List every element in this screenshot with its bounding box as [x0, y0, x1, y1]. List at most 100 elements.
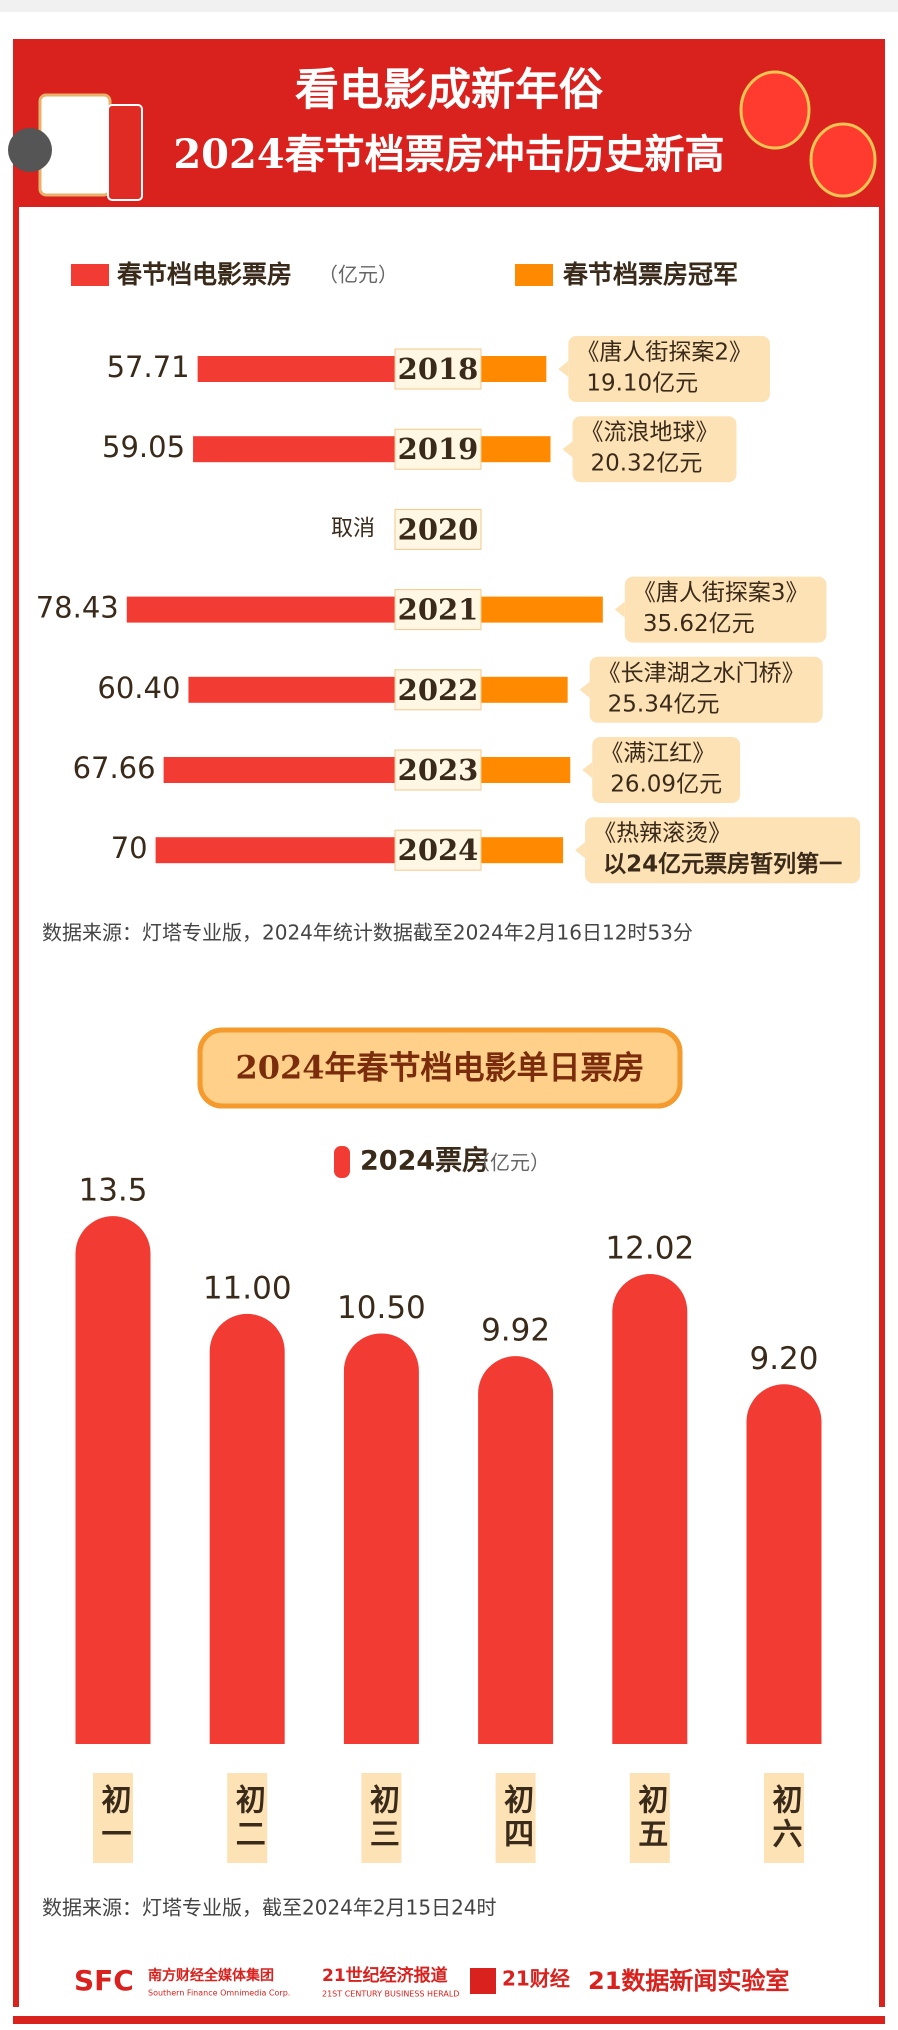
bar	[612, 1274, 688, 1744]
value-label: 13.5	[78, 1173, 147, 1209]
champion-box	[585, 817, 861, 884]
bar	[188, 676, 395, 703]
film-name: 《唐人街探案3》	[633, 580, 809, 606]
value-label: 取消	[331, 516, 375, 541]
value-label: 11.00	[203, 1270, 292, 1306]
value-label: 9.92	[481, 1313, 550, 1349]
champion-label: 25.34亿元	[608, 691, 720, 717]
logo-icon	[470, 1968, 496, 1994]
film-name: 《长津湖之水门桥》	[598, 660, 805, 686]
x-tick-label: 初三	[364, 1784, 400, 1852]
x-tick-label: 初五	[632, 1784, 668, 1852]
bar	[126, 596, 395, 623]
title-badge	[197, 1027, 683, 1109]
bar	[193, 436, 395, 463]
film-name: 《热辣滚烫》	[593, 821, 731, 847]
category-box	[764, 1773, 804, 1863]
year-box	[394, 428, 482, 470]
logo-text-en: Southern Finance Omnimedia Corp.	[148, 1989, 290, 1998]
year-box	[394, 508, 482, 550]
top-strip	[0, 0, 898, 12]
bar	[481, 596, 603, 623]
category-box	[495, 1773, 536, 1863]
logo-text: 21数据新闻实验室	[588, 1967, 789, 1995]
value-label: 9.20	[749, 1341, 818, 1377]
title-line2: 2024春节档票房冲击历史新高	[173, 131, 724, 178]
logo-text: 21世纪经济报道	[322, 1965, 448, 1986]
category-box	[93, 1773, 133, 1863]
year-box	[394, 589, 482, 631]
x-tick-label: 初六	[767, 1784, 803, 1852]
left-border	[13, 207, 19, 2007]
value-label: 78.43	[36, 591, 119, 625]
year-label: 2019	[398, 432, 479, 466]
legend-label: 春节档票房冠军	[563, 260, 738, 289]
bar	[155, 837, 395, 864]
year-label: 2022	[398, 673, 479, 707]
logo-text-en: 21ST CENTURY BUSINESS HERALD	[322, 1990, 459, 1999]
film-name: 《满江红》	[600, 741, 715, 767]
value-label: 12.02	[605, 1231, 694, 1267]
bar	[481, 676, 568, 703]
legend-unit: （亿元）	[470, 1151, 550, 1175]
bar	[746, 1384, 822, 1744]
value-label: 70	[111, 831, 148, 865]
year-box	[394, 749, 482, 791]
film-reel	[8, 128, 52, 172]
pointer	[582, 762, 593, 778]
x-tick-label: 初四	[498, 1784, 534, 1852]
champion-box	[592, 737, 741, 803]
champion-box	[589, 656, 823, 723]
chart-title: 2024年春节档电影单日票房	[235, 1049, 644, 1087]
bar	[481, 837, 564, 864]
x-tick-label: 初二	[230, 1784, 266, 1852]
bar	[481, 436, 551, 463]
pointer	[575, 842, 586, 859]
bar	[481, 356, 547, 382]
title-line1: 看电影成新年俗	[295, 65, 604, 116]
champion-box	[568, 336, 770, 402]
pointer	[579, 681, 590, 698]
pointer	[562, 441, 573, 458]
year-label: 2023	[398, 753, 479, 787]
x-tick-label: 初一	[96, 1784, 132, 1852]
lantern	[739, 70, 811, 150]
pointer	[614, 601, 625, 618]
header-decoration	[8, 70, 877, 201]
legend-label: 2024票房	[360, 1146, 489, 1177]
category-box	[629, 1773, 670, 1863]
pointer	[558, 361, 569, 377]
champion-label: 35.62亿元	[643, 611, 755, 637]
bar	[481, 757, 571, 783]
bar	[478, 1356, 554, 1744]
champion-label: 26.09亿元	[610, 772, 722, 798]
source-note: 数据来源：灯塔专业版，2024年统计数据截至2024年2月16日12时53分	[42, 921, 693, 945]
logo-text: 南方财经全媒体集团	[148, 1967, 274, 1984]
champion-label: 20.32亿元	[590, 451, 702, 477]
right-border	[879, 207, 885, 2007]
value-label: 57.71	[107, 350, 190, 384]
film-name: 《流浪地球》	[580, 420, 718, 446]
year-box	[394, 669, 482, 711]
legend-unit: （亿元）	[318, 263, 398, 287]
bar	[209, 1313, 285, 1744]
year-label: 2020	[398, 512, 479, 546]
source-note: 数据来源：灯塔专业版，截至2024年2月15日24时	[42, 1896, 497, 1920]
champion-label: 19.10亿元	[586, 371, 698, 397]
category-box	[361, 1773, 402, 1863]
bottom-border	[13, 2016, 885, 2024]
legend-swatch	[515, 264, 553, 286]
champion-box	[572, 416, 737, 483]
champion-box	[624, 576, 827, 643]
year-box	[394, 829, 482, 871]
year-box	[394, 348, 482, 390]
logo-text: 21财经	[502, 1967, 570, 1991]
year-label: 2024	[398, 833, 479, 867]
lantern	[809, 122, 877, 198]
header-band	[13, 39, 885, 207]
bar	[343, 1333, 419, 1744]
bar	[75, 1216, 151, 1744]
value-label: 60.40	[97, 671, 180, 705]
